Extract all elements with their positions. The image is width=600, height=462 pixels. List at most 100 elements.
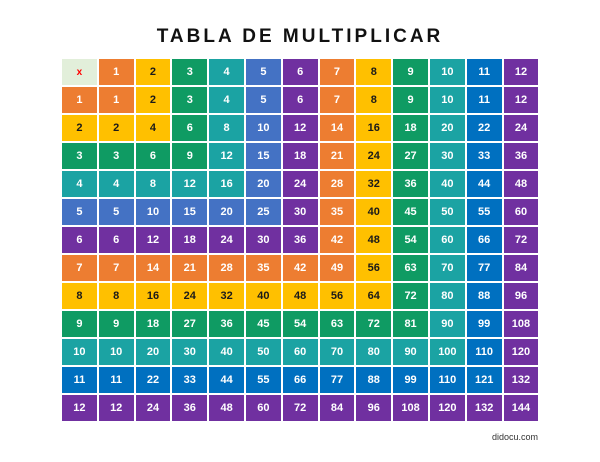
product-cell: 2 [135, 87, 171, 113]
product-cell: 48 [356, 227, 392, 253]
row-header: 4 [62, 171, 97, 197]
product-cell: 108 [393, 395, 428, 421]
product-cell: 36 [209, 311, 244, 337]
product-cell: 96 [356, 395, 392, 421]
product-cell: 24 [282, 171, 318, 197]
product-cell: 6 [282, 87, 318, 113]
product-cell: 66 [466, 227, 502, 253]
product-cell: 21 [172, 255, 208, 281]
product-cell: 3 [98, 143, 134, 169]
row-header: 9 [62, 311, 97, 337]
product-cell: 56 [319, 283, 355, 309]
product-cell: 25 [245, 199, 281, 225]
product-cell: 88 [356, 367, 392, 393]
product-cell: 20 [135, 339, 171, 365]
product-cell: 60 [503, 199, 539, 225]
product-cell: 32 [356, 171, 392, 197]
product-cell: 48 [209, 395, 244, 421]
product-cell: 9 [393, 87, 428, 113]
product-cell: 54 [393, 227, 428, 253]
product-cell: 42 [282, 255, 318, 281]
product-cell: 80 [356, 339, 392, 365]
product-cell: 8 [356, 87, 392, 113]
product-cell: 30 [172, 339, 208, 365]
product-cell: 72 [393, 283, 428, 309]
product-cell: 16 [209, 171, 244, 197]
product-cell: 21 [319, 143, 355, 169]
product-cell: 10 [98, 339, 134, 365]
row-header: 1 [62, 87, 97, 113]
column-header: 5 [245, 59, 281, 85]
row-header: 8 [62, 283, 97, 309]
product-cell: 72 [503, 227, 539, 253]
product-cell: 36 [393, 171, 428, 197]
product-cell: 24 [135, 395, 171, 421]
product-cell: 81 [393, 311, 428, 337]
product-cell: 63 [319, 311, 355, 337]
product-cell: 132 [503, 367, 539, 393]
product-cell: 24 [172, 283, 208, 309]
product-cell: 45 [393, 199, 428, 225]
row-header: 6 [62, 227, 97, 253]
row-header: 2 [62, 115, 97, 141]
product-cell: 3 [172, 87, 208, 113]
product-cell: 7 [319, 87, 355, 113]
product-cell: 6 [135, 143, 171, 169]
product-cell: 35 [245, 255, 281, 281]
product-cell: 8 [209, 115, 244, 141]
column-header: 2 [135, 59, 171, 85]
product-cell: 30 [245, 227, 281, 253]
multiplication-table: x 1 2 3 4 5 6 7 8 9 10 11 12 1 1 2 3 4 5 6 7 8 9 10 11 12 2 2 4 6 8 10 1… [62, 59, 539, 421]
product-cell: 24 [356, 143, 392, 169]
product-cell: 50 [429, 199, 465, 225]
column-header: 4 [209, 59, 244, 85]
product-cell: 4 [135, 115, 171, 141]
product-cell: 64 [356, 283, 392, 309]
column-header: 11 [466, 59, 502, 85]
product-cell: 49 [319, 255, 355, 281]
row-header: 5 [62, 199, 97, 225]
product-cell: 96 [503, 283, 539, 309]
product-cell: 99 [466, 311, 502, 337]
product-cell: 32 [209, 283, 244, 309]
product-cell: 1 [98, 87, 134, 113]
product-cell: 6 [98, 227, 134, 253]
product-cell: 45 [245, 311, 281, 337]
product-cell: 121 [466, 367, 502, 393]
row-header: 7 [62, 255, 97, 281]
product-cell: 36 [503, 143, 539, 169]
product-cell: 120 [429, 395, 465, 421]
product-cell: 72 [282, 395, 318, 421]
product-cell: 15 [172, 199, 208, 225]
product-cell: 16 [356, 115, 392, 141]
product-cell: 55 [245, 367, 281, 393]
product-cell: 11 [466, 87, 502, 113]
product-cell: 33 [466, 143, 502, 169]
product-cell: 120 [503, 339, 539, 365]
product-cell: 24 [209, 227, 244, 253]
column-header: 7 [319, 59, 355, 85]
product-cell: 9 [98, 311, 134, 337]
product-cell: 70 [429, 255, 465, 281]
product-cell: 4 [98, 171, 134, 197]
product-cell: 56 [356, 255, 392, 281]
product-cell: 12 [503, 87, 539, 113]
product-cell: 8 [98, 283, 134, 309]
product-cell: 22 [135, 367, 171, 393]
product-cell: 48 [503, 171, 539, 197]
product-cell: 90 [429, 311, 465, 337]
product-cell: 50 [245, 339, 281, 365]
product-cell: 42 [319, 227, 355, 253]
product-cell: 54 [282, 311, 318, 337]
product-cell: 15 [245, 143, 281, 169]
product-cell: 20 [209, 199, 244, 225]
row-header: 3 [62, 143, 97, 169]
product-cell: 11 [98, 367, 134, 393]
column-header: 1 [98, 59, 134, 85]
product-cell: 108 [503, 311, 539, 337]
product-cell: 18 [393, 115, 428, 141]
product-cell: 60 [429, 227, 465, 253]
product-cell: 12 [135, 227, 171, 253]
product-cell: 90 [393, 339, 428, 365]
product-cell: 80 [429, 283, 465, 309]
